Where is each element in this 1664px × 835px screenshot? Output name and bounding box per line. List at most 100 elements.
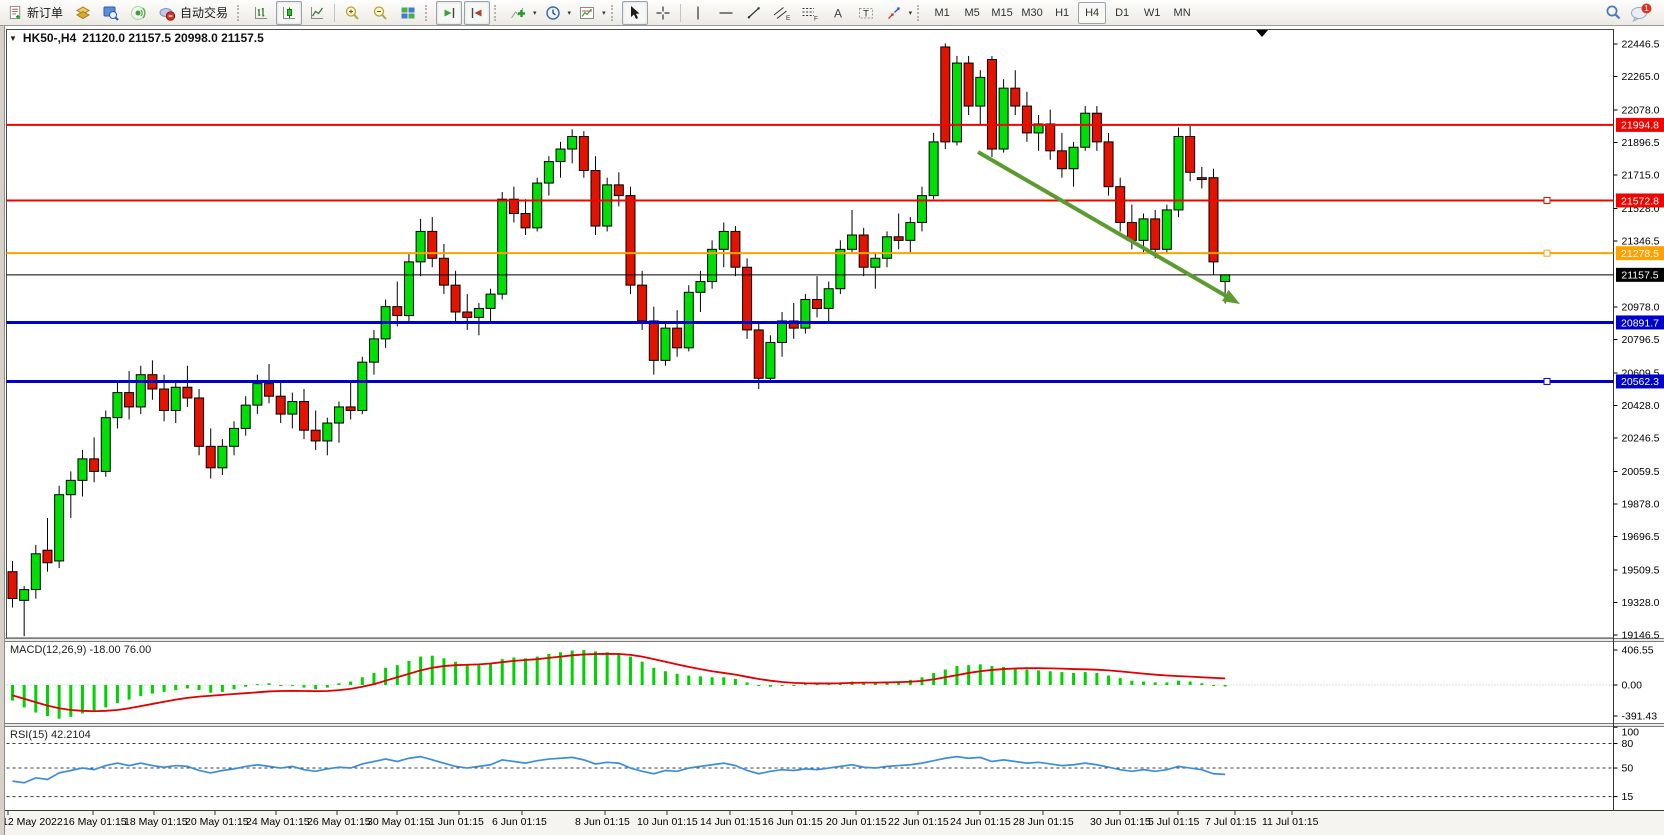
cursor-button[interactable] [621,0,648,25]
svg-text:21278.5: 21278.5 [1621,248,1659,260]
svg-text:20562.3: 20562.3 [1621,376,1659,388]
svg-text:15: 15 [1622,791,1634,803]
new-order-button[interactable]: 新订单 [3,1,68,25]
line-chart-type-button[interactable] [304,1,330,25]
svg-text:19509.5: 19509.5 [1622,564,1660,576]
toolbar-grip [494,4,500,21]
svg-text:10 Jun 01:15: 10 Jun 01:15 [637,816,698,828]
macd-signal-line [12,652,1226,713]
channel-icon: E [773,6,790,21]
arrows-button[interactable] [881,1,907,25]
bar-chart-type-button[interactable] [248,1,274,25]
trend-arrow[interactable] [976,150,1240,304]
svg-text:20 Jun 01:15: 20 Jun 01:15 [826,816,887,828]
horizontal-line-icon [719,11,733,14]
toolbar-separator [334,3,336,22]
timeframe-mn-button[interactable]: MN [1173,6,1191,19]
svg-text:T: T [863,8,869,19]
arrows-dropdown-caret[interactable]: ▾ [908,9,913,17]
svg-text:7 Jul 01:15: 7 Jul 01:15 [1205,816,1257,828]
crosshair-icon [656,6,670,19]
svg-text:24 May 01:15: 24 May 01:15 [246,816,310,828]
periods-dropdown-caret[interactable]: ▾ [567,9,572,17]
chart-shift-button[interactable] [464,0,491,25]
svg-text:20796.5: 20796.5 [1622,334,1660,346]
text-label-icon: T [858,7,873,19]
templates-button[interactable] [574,1,600,25]
timeframe-m15-button[interactable]: M15 [991,6,1013,19]
text-button[interactable]: A [825,1,851,25]
market-watch-button[interactable] [98,1,124,25]
line-handle [1543,196,1551,204]
timeframe-m30-button[interactable]: M30 [1021,6,1043,19]
autotrade-button[interactable]: 自动交易 [154,1,233,25]
templates-dropdown-caret[interactable]: ▾ [602,9,606,17]
shift-marker[interactable] [1256,30,1268,37]
indicators-button[interactable] [505,1,531,25]
notifications-button[interactable]: 1 [1628,1,1654,25]
svg-text:21572.8: 21572.8 [1621,195,1659,207]
zoom-in-button[interactable] [339,1,365,25]
timeframe-h1-button[interactable]: H1 [1055,6,1070,19]
tile-windows-button[interactable] [395,1,421,25]
search-button[interactable] [1600,1,1626,25]
trendline-icon [747,6,760,18]
level-lines[interactable] [6,123,1614,385]
chart-header: ▼ HK50-,H4 21120.0 21157.5 20998.0 21157… [9,31,264,45]
timeframe-m1-button[interactable]: M1 [934,6,950,19]
svg-text:12 May 2022: 12 May 2022 [2,816,63,828]
candlestick-type-button[interactable] [276,0,303,25]
equidistant-channel-button[interactable]: E [769,1,795,25]
svg-text:28 Jun 01:15: 28 Jun 01:15 [1013,816,1074,828]
svg-text:20246.5: 20246.5 [1622,433,1660,445]
svg-text:20059.5: 20059.5 [1622,466,1660,478]
macd-indicator-label: MACD(12,26,9) -18.00 76.00 [10,644,152,656]
chat-bubble-icon: 1 [1631,3,1652,22]
candles-layer [7,43,1231,637]
svg-text:19146.5: 19146.5 [1622,630,1660,642]
auto-scroll-icon [444,7,455,18]
timeframe-h4-button[interactable]: H4 [1078,1,1107,24]
autotrade-icon [159,7,176,21]
svg-text:19878.0: 19878.0 [1622,498,1660,510]
rsi-indicator-label: RSI(15) 42.2104 [10,729,91,741]
timeframe-d1-button[interactable]: D1 [1115,6,1130,19]
svg-text:406.55: 406.55 [1622,645,1654,657]
svg-text:E: E [786,15,790,21]
svg-text:100: 100 [1622,727,1640,739]
chevron-down-icon[interactable]: ▼ [9,33,17,43]
auto-scroll-button[interactable] [436,0,463,25]
svg-text:11 Jul 01:15: 11 Jul 01:15 [1262,816,1319,828]
arrow-objects-icon [887,6,900,19]
price-level-label [1616,246,1664,261]
svg-text:20978.0: 20978.0 [1622,301,1660,313]
price-level-label [1616,374,1664,389]
horizontal-line-button[interactable] [713,1,739,25]
price-level-label [1616,267,1664,282]
autotrade-label: 自动交易 [180,6,229,20]
timeframe-m5-button[interactable]: M5 [964,6,980,19]
indicators-dropdown-caret[interactable]: ▾ [533,9,537,17]
trendline-button[interactable] [741,1,767,25]
svg-text:30 Jun 01:15: 30 Jun 01:15 [1090,816,1151,828]
line-handle [1543,377,1551,385]
clock-icon [545,5,560,20]
fibonacci-button[interactable]: F [797,1,823,25]
svg-text:24 Jun 01:15: 24 Jun 01:15 [950,816,1011,828]
bar-chart-icon [255,6,268,19]
signals-button[interactable] [126,1,152,25]
price-level-label [1616,193,1664,208]
timeframe-w1-button[interactable]: W1 [1143,6,1161,19]
price-axis[interactable]: 22446.522265.022078.021896.521715.021528… [1613,39,1664,804]
vertical-line-button[interactable] [685,1,711,25]
chart-shift-icon [471,7,482,18]
periods-button[interactable] [540,1,566,25]
svg-text:50: 50 [1622,763,1634,775]
depth-of-market-button[interactable] [70,1,96,25]
crosshair-button[interactable] [650,1,676,25]
label-button[interactable]: T [853,1,879,25]
svg-text:19328.0: 19328.0 [1622,597,1660,609]
zoom-out-button[interactable] [367,1,393,25]
